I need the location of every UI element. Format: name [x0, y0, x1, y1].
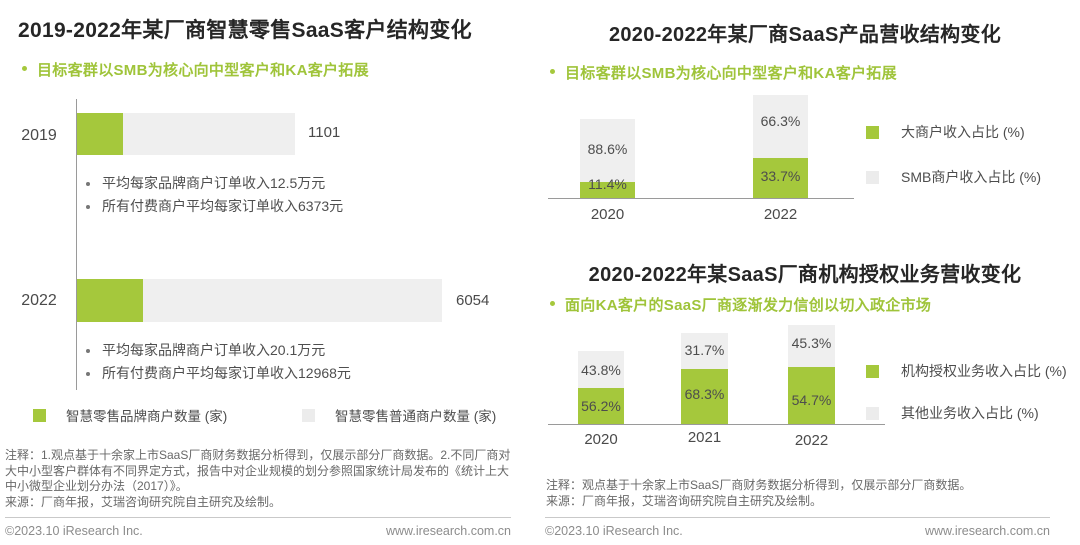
legend-label: 智慧零售普通商户数量 (家) [335, 409, 497, 424]
license-2020-org-label: 56.2% [581, 398, 621, 414]
copyright-text: ©2023.10 iResearch Inc. [545, 524, 683, 538]
left-footer: ©2023.10 iResearch Inc. www.iresearch.co… [5, 524, 511, 538]
annotation-line: 平均每家品牌商户订单收入20.1万元 [86, 339, 506, 362]
legend-label: 其他业务收入占比 (%) [901, 405, 1039, 421]
right-footer: ©2023.10 iResearch Inc. www.iresearch.co… [545, 524, 1050, 538]
bar-2019-brand-segment [77, 113, 123, 155]
revenue-x-label-2022: 2022 [763, 206, 798, 223]
left-chart-subtitle-text: 目标客群以SMB为核心向中型客户和KA客户拓展 [37, 62, 369, 79]
legend-item-normal-merchants: 智慧零售普通商户数量 (家) [302, 405, 496, 425]
legend-green-swatch-icon [866, 364, 879, 378]
bar-2022-normal-segment [143, 279, 442, 322]
bar-2022-value: 6054 [456, 292, 490, 309]
license-chart-subtitle-text: 面向KA客户的SaaS厂商逐渐发力信创以切入政企市场 [565, 297, 932, 314]
legend-item-org-license-revenue: 机构授权业务收入占比 (%) [866, 361, 1067, 381]
legend-label: SMB商户收入占比 (%) [901, 169, 1041, 185]
revenue-chart-title: 2020-2022年某厂商SaaS产品营收结构变化 [608, 24, 1002, 46]
bullet-dot-icon [86, 372, 90, 376]
left-footer-divider [5, 517, 511, 518]
annotation-text: 所有付费商户平均每家订单收入6373元 [102, 198, 344, 214]
license-2021-org-segment [681, 369, 728, 424]
revenue-x-label-2020: 2020 [590, 206, 625, 223]
legend-item-smb-revenue: SMB商户收入占比 (%) [866, 167, 1041, 187]
revenue-chart-subtitle-text: 目标客群以SMB为核心向中型客户和KA客户拓展 [565, 65, 897, 82]
license-chart-subtitle: 面向KA客户的SaaS厂商逐渐发力信创以切入政企市场 [550, 294, 1070, 315]
license-x-label-2021: 2021 [687, 429, 722, 446]
license-2021-org-label: 68.3% [684, 386, 725, 402]
note-text: 注释：1.观点基于十余家上市SaaS厂商财务数据分析得到，仅展示部分厂商数据。2… [5, 448, 511, 493]
legend-gray-swatch-icon [866, 170, 879, 184]
license-chart-x-axis [548, 424, 885, 425]
note-text: 注释：观点基于十余家上市SaaS厂商财务数据分析得到，仅展示部分厂商数据。 [546, 478, 972, 492]
license-chart-title: 2020-2022年某SaaS厂商机构授权业务营收变化 [588, 264, 1022, 286]
license-x-label-2020: 2020 [584, 431, 618, 448]
bullet-dot-icon [22, 66, 27, 71]
legend-gray-swatch-icon [866, 406, 879, 420]
bar-2019-annotations: 平均每家品牌商户订单收入12.5万元 所有付费商户平均每家订单收入6373元 [86, 172, 506, 218]
left-chart-y-axis [76, 99, 77, 390]
revenue-chart-subtitle: 目标客群以SMB为核心向中型客户和KA客户拓展 [550, 62, 1060, 83]
bullet-dot-icon [86, 349, 90, 353]
legend-label: 机构授权业务收入占比 (%) [901, 363, 1067, 379]
bullet-dot-icon [86, 182, 90, 186]
annotation-text: 平均每家品牌商户订单收入20.1万元 [102, 342, 326, 358]
bar-2022 [77, 279, 442, 322]
right-footer-divider [545, 517, 1050, 518]
copyright-text: ©2023.10 iResearch Inc. [5, 524, 143, 538]
license-2022-org-segment [788, 367, 835, 424]
left-chart-title: 2019-2022年某厂商智慧零售SaaS客户结构变化 [18, 19, 472, 42]
source-text: 来源：厂商年报，艾瑞咨询研究院自主研究及绘制。 [5, 494, 282, 509]
revenue-2022-big-segment [753, 158, 808, 198]
revenue-2022-big-label: 33.7% [760, 168, 801, 184]
bullet-dot-icon [550, 301, 555, 306]
license-2021-other-label: 31.7% [684, 342, 725, 358]
category-label-2022: 2022 [21, 292, 57, 309]
legend-item-other-revenue: 其他业务收入占比 (%) [866, 403, 1039, 423]
legend-label: 智慧零售品牌商户数量 (家) [66, 409, 228, 424]
legend-item-big-merchant-revenue: 大商户收入占比 (%) [866, 122, 1025, 142]
license-2022-other-label: 45.3% [791, 335, 832, 351]
annotation-text: 所有付费商户平均每家订单收入12968元 [102, 365, 351, 381]
legend-item-brand-merchants: 智慧零售品牌商户数量 (家) [33, 405, 227, 425]
right-notes: 注释：观点基于十余家上市SaaS厂商财务数据分析得到，仅展示部分厂商数据。 来源… [546, 478, 1066, 509]
annotation-line: 所有付费商户平均每家订单收入6373元 [86, 195, 506, 218]
legend-green-swatch-icon [866, 125, 879, 139]
license-2020-other-label: 43.8% [581, 362, 621, 378]
revenue-chart-x-axis [548, 198, 854, 199]
legend-label: 大商户收入占比 (%) [901, 124, 1025, 140]
source-text: 来源：厂商年报，艾瑞咨询研究院自主研究及绘制。 [546, 493, 823, 508]
bar-2022-annotations: 平均每家品牌商户订单收入20.1万元 所有付费商户平均每家订单收入12968元 [86, 339, 506, 385]
license-x-label-2022: 2022 [794, 432, 829, 449]
bar-2019 [77, 113, 295, 155]
revenue-2020-big-label: 11.4% [588, 176, 627, 192]
annotation-line: 所有付费商户平均每家订单收入12968元 [86, 362, 506, 385]
revenue-2020-smb-label: 88.6% [587, 141, 628, 157]
website-link: www.iresearch.com.cn [924, 524, 1050, 538]
legend-gray-swatch-icon [302, 408, 315, 422]
license-2020-org-segment [578, 388, 624, 424]
bullet-dot-icon [86, 205, 90, 209]
license-2021-other-segment [681, 333, 728, 369]
left-notes: 注释：1.观点基于十余家上市SaaS厂商财务数据分析得到，仅展示部分厂商数据。2… [5, 448, 513, 510]
revenue-2022-smb-segment [753, 95, 808, 158]
bar-2019-value: 1101 [308, 124, 341, 141]
annotation-text: 平均每家品牌商户订单收入12.5万元 [102, 175, 326, 191]
legend-green-swatch-icon [33, 408, 46, 422]
license-2022-org-label: 54.7% [791, 392, 832, 408]
bullet-dot-icon [550, 69, 555, 74]
revenue-2022-smb-label: 66.3% [760, 113, 801, 129]
website-link: www.iresearch.com.cn [385, 524, 511, 538]
bar-2022-brand-segment [77, 279, 143, 322]
left-chart-subtitle: 目标客群以SMB为核心向中型客户和KA客户拓展 [22, 59, 522, 80]
revenue-2020-big-segment [580, 182, 635, 198]
revenue-2020-smb-segment [580, 119, 635, 182]
license-2022-other-segment [788, 325, 835, 367]
license-2020-other-segment [578, 351, 624, 388]
category-label-2019: 2019 [21, 127, 57, 144]
annotation-line: 平均每家品牌商户订单收入12.5万元 [86, 172, 506, 195]
bar-2019-normal-segment [123, 113, 295, 155]
